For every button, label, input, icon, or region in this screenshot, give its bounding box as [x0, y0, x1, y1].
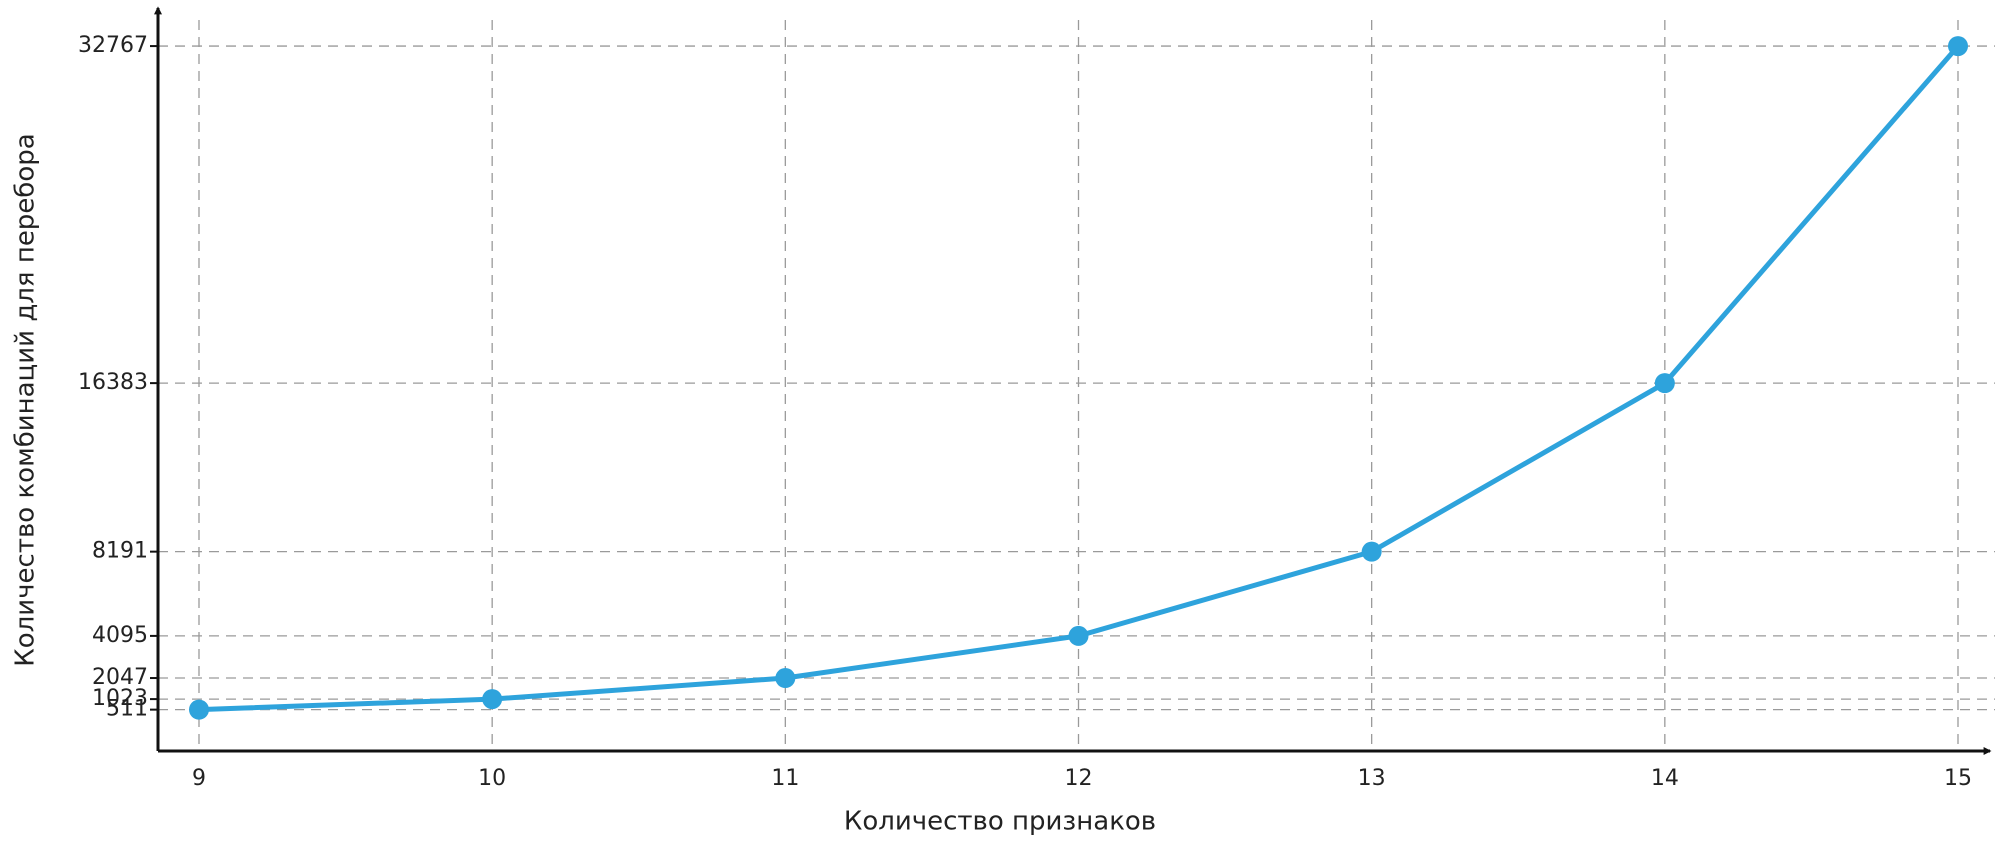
x-tick-label: 10 — [478, 766, 506, 791]
x-tick-label: 12 — [1065, 766, 1093, 791]
point — [482, 689, 503, 710]
y-tick-label: 2047 — [92, 665, 148, 690]
x-tick-label: 14 — [1651, 766, 1679, 791]
x-tick-label: 11 — [771, 766, 799, 791]
x-tick-label: 13 — [1358, 766, 1386, 791]
point — [1361, 541, 1382, 562]
x-tick-label: 9 — [192, 766, 206, 791]
y-tick-label: 511 — [106, 697, 148, 722]
y-tick-label: 16383 — [78, 370, 148, 395]
y-tick-label: 8191 — [92, 539, 148, 564]
x-axis-title: Количество признаков — [844, 807, 1156, 837]
y-tick-label: 4095 — [92, 623, 148, 648]
point — [1068, 625, 1089, 646]
y-axis-title: Количество комбинаций для перебора — [11, 133, 41, 666]
point — [775, 668, 796, 689]
x-tick-label: 15 — [1944, 766, 1972, 791]
y-tick-label: 32767 — [78, 33, 148, 58]
point — [189, 699, 209, 720]
point — [1654, 373, 1675, 394]
y-tick-label: 1023 — [92, 686, 148, 711]
point — [1948, 36, 1968, 57]
